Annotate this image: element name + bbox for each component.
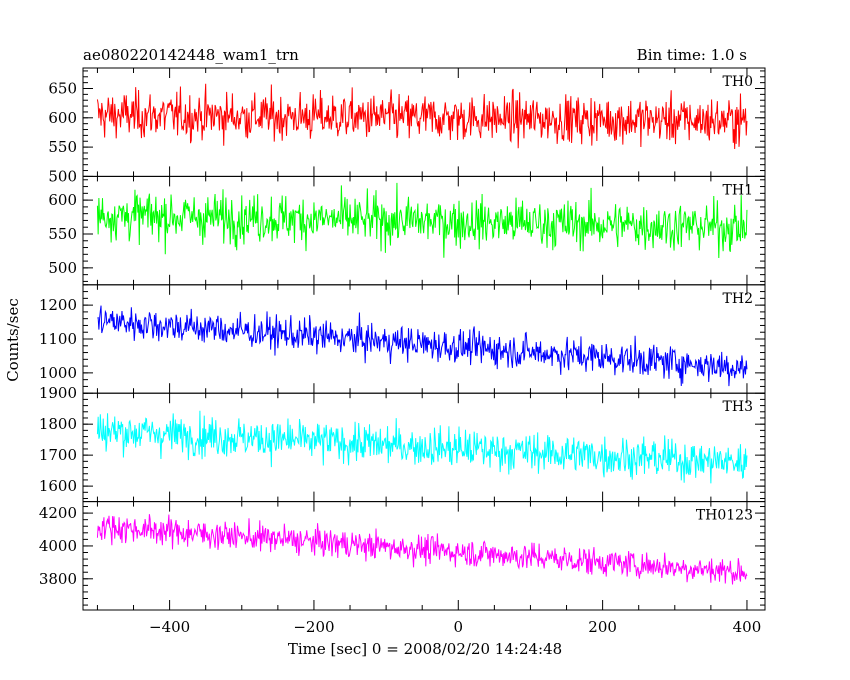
y-tick-label: 1900 xyxy=(39,384,77,402)
x-axis: −400 −200 0 200 400 xyxy=(149,618,761,636)
y-tick-label: 550 xyxy=(48,225,77,243)
x-tick-label: −400 xyxy=(149,618,190,636)
channel-label-th0: TH0 xyxy=(723,74,753,90)
panel-th0: 500 550 600 650 TH0 xyxy=(48,67,766,185)
y-axis-label: Counts/sec xyxy=(4,298,22,382)
panel-th0123: 3800 4000 4200 TH0123 xyxy=(39,501,766,611)
y-tick-label: 1100 xyxy=(39,330,77,348)
chart-title: ae080220142448_wam1_trn xyxy=(83,46,299,64)
panel-frame xyxy=(82,392,766,503)
bin-time-label: Bin time: 1.0 s xyxy=(637,46,747,64)
y-tick-label: 1800 xyxy=(39,415,77,433)
panel-frame xyxy=(82,501,766,611)
x-axis-label: Time [sec] 0 = 2008/02/20 14:24:48 xyxy=(288,640,562,658)
y-tick-label: 550 xyxy=(48,138,77,156)
panel-frame xyxy=(82,67,766,177)
y-tick-label: 1200 xyxy=(39,296,77,314)
series-line-th2 xyxy=(97,305,748,387)
channel-label-th2: TH2 xyxy=(723,291,753,307)
panel-th3: 1600 1700 1800 1900 TH3 xyxy=(39,384,766,503)
y-tick-label: 1000 xyxy=(39,364,77,382)
channel-label-th0123: TH0123 xyxy=(696,508,753,524)
x-tick-label: 400 xyxy=(733,618,762,636)
y-tick-label: 1700 xyxy=(39,446,77,464)
y-tick-label: 1600 xyxy=(39,477,77,495)
series-line-th3 xyxy=(96,410,748,484)
y-tick-label: 600 xyxy=(48,109,77,127)
panel-th1: 500 550 600 TH1 xyxy=(48,175,766,286)
series-line-th1 xyxy=(96,182,748,259)
y-tick-label: 4000 xyxy=(39,537,77,555)
y-tick-label: 3800 xyxy=(39,570,77,588)
channel-label-th3: TH3 xyxy=(723,399,753,415)
series-line-th0 xyxy=(96,83,748,150)
y-tick-label: 4200 xyxy=(39,504,77,522)
y-tick-label: 500 xyxy=(48,167,77,185)
x-tick-label: 0 xyxy=(454,618,464,636)
y-tick-label: 600 xyxy=(48,191,77,209)
panel-th2: 1000 1100 1200 TH2 xyxy=(39,284,766,394)
x-tick-label: 200 xyxy=(588,618,617,636)
channel-label-th1: TH1 xyxy=(723,182,753,198)
panels-group: 500 550 600 650 TH0 500 550 600 TH1 1000 1100 1200 T… xyxy=(39,67,766,611)
series-line-th0123 xyxy=(96,514,748,585)
y-tick-label: 500 xyxy=(48,259,77,277)
x-tick-label: −200 xyxy=(293,618,334,636)
y-tick-label: 650 xyxy=(48,80,77,98)
